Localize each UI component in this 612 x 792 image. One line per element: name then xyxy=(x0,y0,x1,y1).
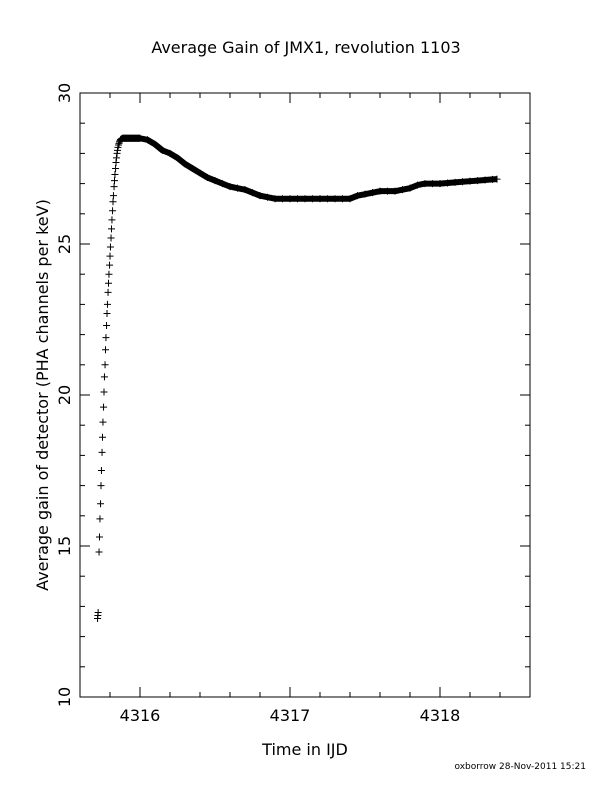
data-point xyxy=(100,388,108,396)
x-axis-label: Time in IJD xyxy=(261,740,348,759)
data-point xyxy=(108,225,115,233)
y-axis-label: Average gain of detector (PHA channels p… xyxy=(33,199,52,591)
data-point xyxy=(103,322,111,330)
data-point xyxy=(108,216,116,224)
x-tick-label: 4318 xyxy=(420,706,461,725)
data-point xyxy=(103,300,111,308)
data-point xyxy=(105,279,112,287)
data-point xyxy=(97,500,105,508)
x-tick-label: 4316 xyxy=(120,706,161,725)
data-point xyxy=(104,288,112,296)
data-point xyxy=(94,608,102,616)
data-points xyxy=(94,134,501,622)
data-point xyxy=(96,533,103,541)
data-point xyxy=(105,270,113,278)
data-point xyxy=(111,177,118,185)
y-tick-label: 15 xyxy=(55,536,74,556)
data-point xyxy=(109,198,117,206)
data-point xyxy=(97,482,105,490)
data-point xyxy=(112,154,120,162)
data-point xyxy=(110,183,118,191)
data-point xyxy=(112,165,120,172)
data-point xyxy=(100,373,108,381)
data-point xyxy=(97,467,105,474)
data-point xyxy=(106,243,114,251)
axis-ticks xyxy=(79,92,531,698)
y-tick-label: 20 xyxy=(55,385,74,405)
data-point xyxy=(106,261,114,269)
y-tick-label: 10 xyxy=(55,687,74,707)
data-point xyxy=(103,309,111,317)
data-point xyxy=(102,334,110,342)
y-tick-label: 25 xyxy=(55,234,74,254)
y-tick-label: 30 xyxy=(55,83,74,103)
data-point xyxy=(99,418,107,426)
footer-stamp: oxborrow 28-Nov-2011 15:21 xyxy=(454,762,586,772)
data-point xyxy=(111,171,119,179)
axis-tick-labels: 10 15 20 25 30 4316 4317 4318 xyxy=(55,83,460,725)
data-point xyxy=(101,361,109,369)
data-point-cluster xyxy=(125,135,498,202)
data-point xyxy=(107,234,115,242)
data-point xyxy=(106,252,114,260)
data-point xyxy=(102,346,109,354)
data-point xyxy=(109,207,117,215)
data-point xyxy=(96,515,104,523)
data-point xyxy=(98,448,106,456)
data-point xyxy=(100,403,108,411)
data-point xyxy=(99,433,106,441)
data-point xyxy=(95,548,103,556)
chart-title: Average Gain of JMX1, revolution 1103 xyxy=(151,38,460,57)
x-tick-label: 4317 xyxy=(270,706,311,725)
data-point xyxy=(109,192,117,200)
